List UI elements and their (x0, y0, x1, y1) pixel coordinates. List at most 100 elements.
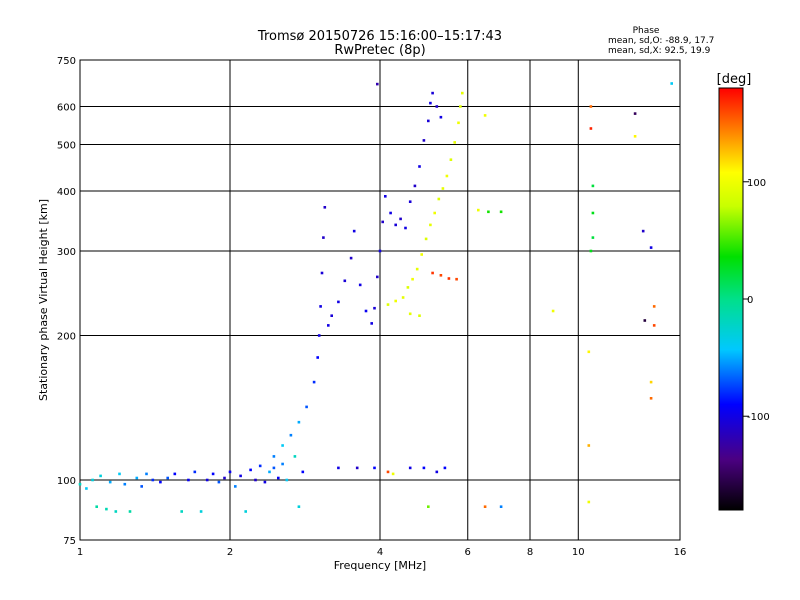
echo-point (95, 505, 98, 508)
echo-point (301, 470, 305, 474)
echo-point (123, 482, 127, 486)
echo-point (652, 305, 656, 308)
echo-point (249, 468, 252, 472)
echo-point (364, 309, 368, 313)
echo-point (352, 229, 356, 233)
echo-point (99, 474, 102, 478)
echo-point (337, 466, 340, 470)
echo-point (330, 314, 333, 317)
grid-lines (80, 60, 680, 540)
echo-point (281, 462, 284, 466)
y-tick-label: 750 (57, 56, 76, 67)
echo-point (217, 480, 221, 484)
echo-point (187, 478, 190, 482)
y-tick-label: 300 (57, 247, 76, 258)
echo-point (441, 187, 445, 190)
echo-point (477, 208, 480, 212)
echo-point (376, 82, 379, 86)
echo-point (433, 211, 436, 215)
echo-point (337, 300, 340, 304)
y-tick-label: 100 (57, 476, 76, 487)
phase-colorbar (718, 87, 744, 511)
echo-point (386, 470, 390, 474)
chart-title: Tromsø 20150726 15:16:00–15:17:43 (257, 29, 502, 44)
y-axis-label: Stationary phase Virtual Height [km] (37, 199, 50, 401)
echo-point (394, 299, 397, 303)
echo-point (277, 476, 280, 480)
echo-point (378, 249, 382, 253)
echo-point (429, 223, 432, 227)
echo-point (418, 165, 421, 168)
x-tick-label: 16 (674, 547, 687, 558)
echo-point (643, 319, 647, 322)
echo-point (649, 246, 653, 249)
echo-point (358, 283, 362, 287)
x-tick-label: 2 (227, 547, 233, 558)
echo-point (435, 470, 439, 474)
echo-point (633, 135, 637, 138)
echo-point (312, 380, 316, 384)
echo-point (483, 505, 487, 508)
echo-point (319, 305, 322, 308)
echo-point (289, 433, 293, 437)
echo-point (327, 324, 330, 327)
echo-point (285, 478, 289, 482)
echo-point (316, 356, 319, 359)
echo-point (415, 267, 419, 271)
echo-point (234, 485, 237, 488)
echo-point (431, 271, 434, 275)
echo-point (589, 105, 593, 108)
echo-point (145, 472, 148, 476)
echo-point (258, 464, 262, 468)
y-tick-label: 400 (57, 187, 76, 198)
echo-point (499, 505, 503, 508)
echo-point (399, 217, 402, 221)
echo-point (386, 303, 390, 306)
echo-point (322, 236, 325, 239)
echo-point (355, 466, 359, 470)
echo-point (268, 470, 271, 474)
echo-point (406, 286, 410, 289)
echo-point (587, 500, 591, 504)
x-tick-label: 6 (465, 547, 471, 558)
x-axis-label: Frequency [MHz] (334, 559, 426, 572)
echo-point (427, 119, 430, 123)
echo-point (587, 350, 591, 354)
echo-point (376, 275, 379, 279)
x-tick-label: 8 (527, 547, 533, 558)
y-axis: 75 100 200 300 400 500 600 750 (57, 56, 76, 547)
echo-point (445, 174, 449, 178)
echo-point (591, 236, 595, 239)
y-tick-label: 200 (57, 332, 76, 343)
chart-subtitle: RwPretec (8p) (334, 43, 425, 58)
echo-point (422, 139, 426, 142)
echo-point (272, 466, 276, 470)
phase-stats-x: mean, sd,X: 92.5, 19.9 (608, 46, 711, 56)
echo-point (151, 478, 155, 482)
echo-point (591, 211, 595, 215)
colorbar-tick-label: 0 (747, 295, 753, 306)
echo-point (128, 510, 132, 513)
echo-point (244, 510, 247, 513)
echo-point (447, 277, 451, 280)
echo-point (408, 466, 412, 470)
echo-point (263, 480, 267, 484)
echo-point (381, 220, 384, 224)
echo-point (108, 480, 112, 484)
echo-point (193, 470, 197, 474)
echo-point (239, 474, 242, 478)
echo-point (459, 105, 462, 108)
colorbar-tick-label: -100 (747, 412, 770, 423)
echo-point (135, 476, 139, 480)
y-tick-label: 75 (63, 536, 76, 547)
echo-point (389, 211, 392, 215)
echo-point (418, 314, 421, 317)
echo-point (78, 482, 82, 486)
y-tick-label: 500 (57, 141, 76, 152)
echo-point (370, 322, 373, 325)
echo-point (589, 249, 593, 253)
echo-point (91, 478, 94, 482)
echo-point (228, 470, 232, 474)
y-tick-label: 600 (57, 103, 76, 114)
echo-point (404, 226, 407, 230)
